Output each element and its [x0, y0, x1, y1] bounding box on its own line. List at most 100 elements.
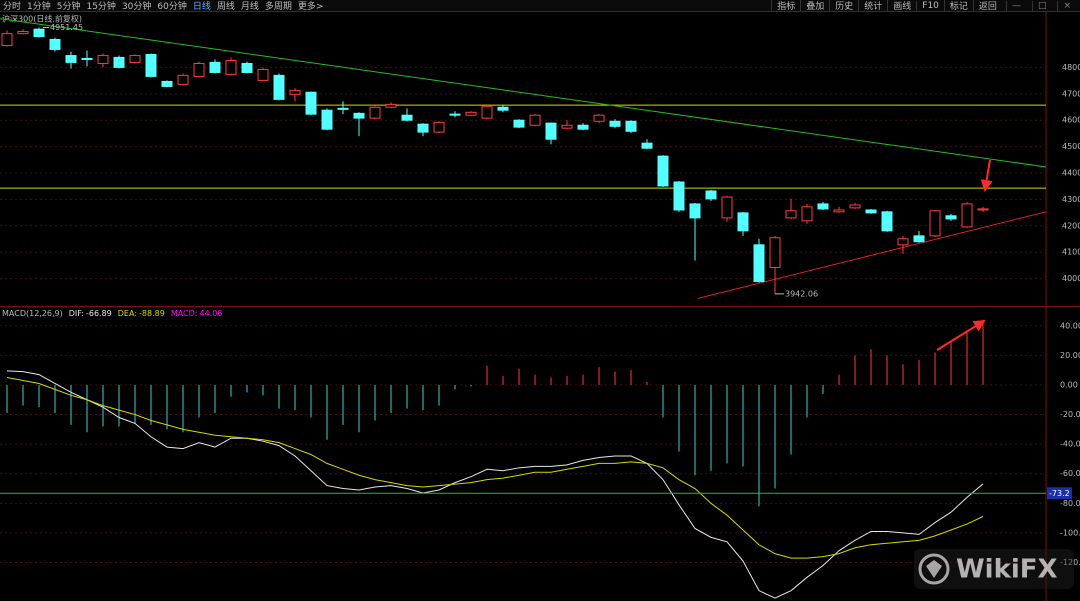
- candle-body: [1, 33, 13, 47]
- y-tick-label: 4700: [1062, 89, 1080, 98]
- candle-body: [513, 119, 525, 128]
- candle-body: [945, 215, 957, 220]
- candle-body: [609, 120, 621, 127]
- tool-button[interactable]: 标记: [943, 0, 973, 12]
- window-controls[interactable]: — □ ×: [1002, 0, 1080, 11]
- candle-body: [561, 124, 573, 129]
- period-tab[interactable]: 多周期: [264, 2, 292, 12]
- candle-body: [705, 190, 717, 200]
- annotation-arrow: [936, 319, 986, 351]
- candle-body: [657, 155, 669, 187]
- candle-body: [161, 80, 173, 87]
- period-tab[interactable]: 分时: [3, 2, 22, 12]
- tool-buttons: 指标 叠加 历史 统计 画线 F10 标记 返回 — □ ×: [771, 0, 1080, 12]
- period-tab[interactable]: 15分钟: [86, 2, 116, 12]
- candle-body: [753, 244, 765, 283]
- legend-name: DIF:: [69, 309, 84, 318]
- y-tick-label: 4600: [1062, 116, 1080, 125]
- candle-body: [849, 204, 861, 209]
- tool-button[interactable]: 指标: [771, 0, 800, 12]
- candle-body: [673, 181, 685, 211]
- candle-body: [897, 238, 909, 246]
- candle-body: [257, 69, 269, 81]
- candle-body: [145, 53, 157, 77]
- period-tab[interactable]: 周线: [216, 2, 235, 12]
- candle-body: [65, 55, 77, 63]
- candle-body: [17, 31, 29, 35]
- candle-body: [769, 237, 781, 269]
- y-tick-label: -60.00: [1060, 469, 1080, 478]
- indicator-line: [6, 377, 984, 559]
- candle-body: [241, 62, 253, 73]
- y-tick-label: -100.00: [1060, 528, 1080, 537]
- candle-body: [193, 62, 205, 77]
- legend-value: -66.89: [86, 309, 112, 318]
- candle-body: [577, 124, 589, 130]
- candle-body: [113, 56, 125, 68]
- y-tick-label: 20.00: [1060, 351, 1080, 360]
- watermark-text: WikiFX: [956, 555, 1058, 585]
- candle-body: [417, 123, 429, 133]
- candle-body: [209, 61, 221, 73]
- candle-body: [625, 120, 637, 132]
- candle-body: [817, 203, 829, 210]
- tool-button[interactable]: 返回: [972, 0, 1002, 12]
- y-tick-label: 4000: [1062, 274, 1080, 283]
- candle-body: [497, 106, 509, 111]
- watermark: WikiFX: [914, 549, 1074, 589]
- candle-body: [81, 57, 93, 60]
- candle-body: [33, 28, 45, 38]
- y-tick-label: -40.00: [1060, 440, 1080, 449]
- candle-body: [465, 111, 477, 116]
- tool-button[interactable]: 画线: [887, 0, 916, 12]
- candle-body: [353, 112, 365, 119]
- value-box: [1047, 487, 1072, 500]
- candle-body: [961, 203, 973, 228]
- period-tab[interactable]: 1分钟: [27, 2, 51, 12]
- y-tick-label: -80.00: [1060, 499, 1080, 508]
- chart-title: MACD(12,26,9): [2, 309, 63, 318]
- candle-body: [97, 55, 109, 64]
- low-label: 3942.06: [785, 289, 818, 298]
- period-tab[interactable]: 30分钟: [121, 2, 152, 12]
- period-tab[interactable]: 月线: [240, 2, 259, 12]
- tool-button[interactable]: 统计: [858, 0, 887, 12]
- period-tab[interactable]: 60分钟: [157, 2, 187, 12]
- legend-value: -88.89: [139, 309, 165, 318]
- candle-body: [177, 74, 189, 85]
- legend: MACD(12,26,9) DIF: -66.89 DEA: -88.89 MACD: 44…: [2, 309, 222, 318]
- y-tick-label: 4500: [1062, 142, 1080, 151]
- candle-body: [737, 212, 749, 232]
- period-tab[interactable]: 5分钟: [56, 2, 81, 12]
- candle-body: [929, 210, 941, 237]
- candle-body: [401, 114, 413, 121]
- y-tick-label: 4400: [1062, 169, 1080, 178]
- candle-body: [321, 109, 333, 130]
- period-tab[interactable]: 日线: [192, 2, 211, 12]
- candle-body: [433, 121, 445, 133]
- candle-body: [881, 211, 893, 232]
- period-tabs: 分时 1分钟 5分钟 15分钟 30分钟 60分钟 日线 周线 月线 多周期 更多>: [0, 0, 326, 12]
- candle-body: [833, 209, 845, 213]
- tool-button[interactable]: F10: [916, 0, 944, 11]
- high-label: 4951.45: [50, 23, 83, 32]
- candle-body: [865, 209, 877, 214]
- tool-button[interactable]: 叠加: [800, 0, 829, 12]
- y-tick-label: 4800: [1062, 63, 1080, 72]
- candle-body: [49, 38, 61, 50]
- candle-body: [529, 114, 541, 126]
- candle-body: [785, 210, 797, 219]
- legend-name: DEA:: [118, 309, 137, 318]
- y-tick-label: 0.00: [1060, 380, 1078, 389]
- tool-button[interactable]: 历史: [829, 0, 858, 12]
- trend-line: [0, 18, 1047, 168]
- annotation-arrow: [980, 159, 993, 192]
- candle-body: [289, 89, 301, 95]
- y-tick-label: 4100: [1062, 248, 1080, 257]
- candle-body: [305, 91, 317, 115]
- y-tick-label: 40.00: [1060, 321, 1080, 330]
- y-tick-label: 4300: [1062, 195, 1080, 204]
- candle-body: [593, 114, 605, 122]
- period-tab[interactable]: 更多>: [297, 2, 324, 12]
